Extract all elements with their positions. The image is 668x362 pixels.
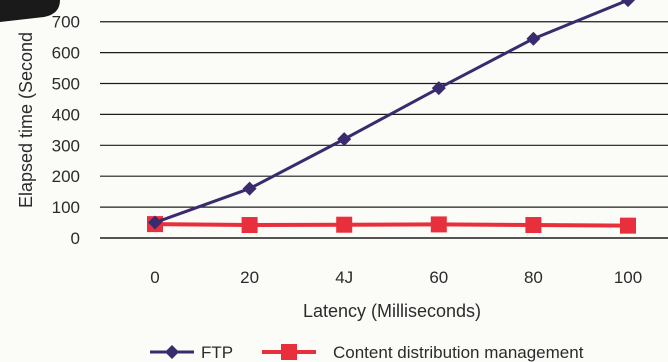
data-point-cdm — [620, 217, 636, 234]
y-tick-label: 100 — [52, 198, 80, 217]
legend-cdm-square-icon — [281, 344, 297, 360]
y-tick-label: 600 — [52, 44, 80, 63]
legend-ftp-label: FTP — [201, 343, 233, 362]
y-tick-label: 300 — [52, 136, 80, 155]
data-point-cdm — [336, 216, 353, 233]
x-axis-label: Latency (Milliseconds) — [303, 301, 481, 321]
legend-ftp-diamond-icon — [165, 345, 179, 359]
x-tick-label: 80 — [524, 268, 543, 287]
series-layer — [147, 0, 636, 234]
y-tick-label: 500 — [52, 75, 80, 94]
legend-item-ftp: FTP — [150, 343, 233, 362]
x-tick-label: 0 — [150, 268, 159, 287]
y-tick-label: 700 — [52, 13, 80, 32]
data-point-ftp — [621, 0, 635, 8]
data-point-ftp — [242, 181, 257, 196]
y-axis-ticks: 0 100 200 300 400 500 600 700 — [52, 13, 80, 248]
x-tick-label: 60 — [429, 268, 448, 287]
data-point-ftp — [526, 31, 541, 46]
x-tick-label: 100 — [614, 268, 642, 287]
legend-item-cdm: Content distribution management — [262, 343, 584, 362]
gridlines — [100, 21, 668, 239]
x-tick-label: 4J — [335, 268, 353, 287]
data-point-cdm — [525, 217, 542, 234]
y-axis-label: Elapsed time (Second — [16, 32, 36, 208]
series-line-cdm — [154, 222, 629, 228]
x-tick-label: 20 — [240, 268, 259, 287]
data-point-cdm — [241, 217, 258, 234]
data-point-cdm — [430, 216, 447, 233]
data-point-ftp — [148, 215, 162, 230]
y-tick-label: 400 — [52, 105, 80, 124]
data-point-ftp — [337, 132, 352, 147]
y-tick-label: 0 — [71, 229, 80, 248]
y-tick-label: 200 — [52, 167, 80, 186]
data-point-ftp — [431, 81, 446, 96]
series-line-ftp — [154, 0, 629, 224]
legend: FTP Content distribution management — [150, 343, 584, 362]
corner-ornament-icon — [0, 0, 60, 22]
legend-cdm-label: Content distribution management — [333, 343, 584, 362]
x-axis-ticks: 0 20 4J 60 80 100 — [150, 268, 642, 287]
